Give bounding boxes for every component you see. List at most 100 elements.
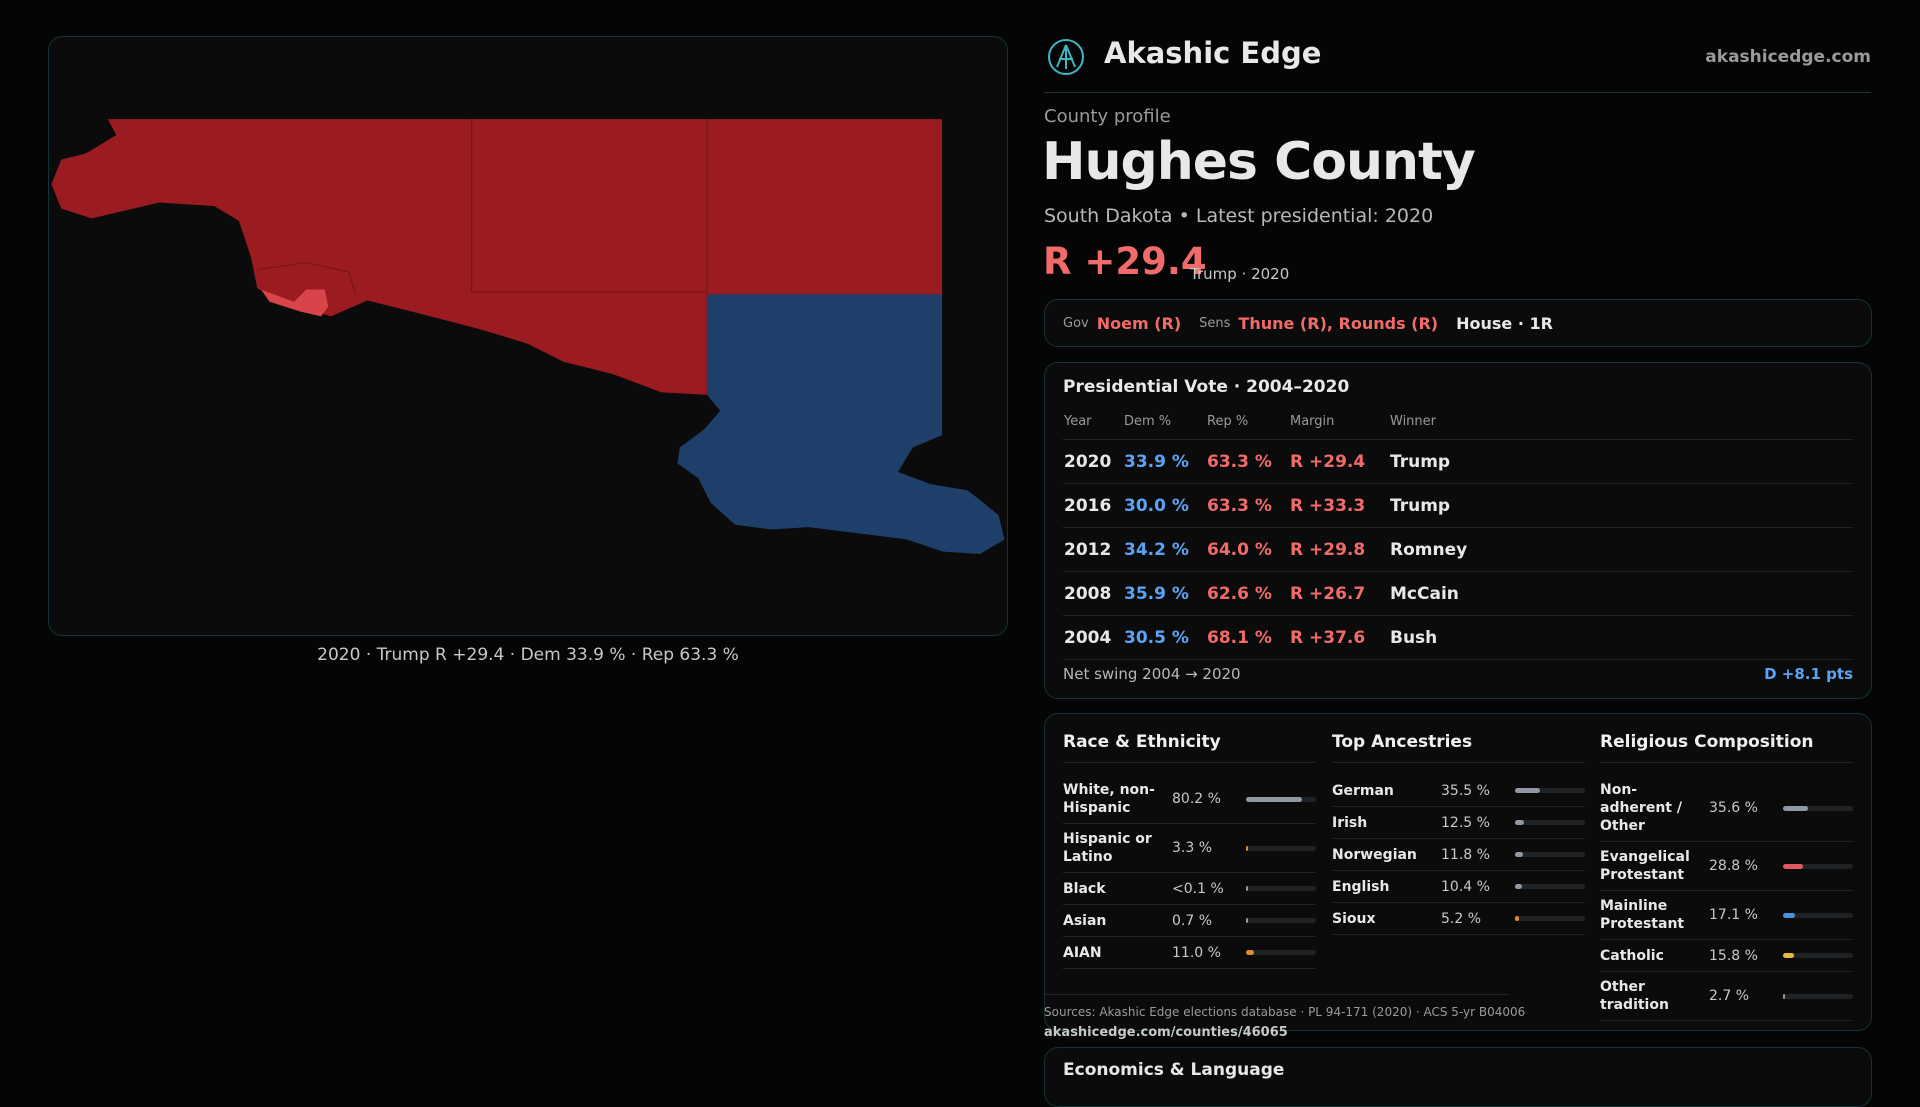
- bar: [1515, 820, 1524, 825]
- table-cell: 30.0 %: [1123, 483, 1206, 528]
- row-label: Sioux: [1332, 910, 1376, 927]
- table-cell: R +33.3: [1289, 483, 1389, 528]
- presidential-title: Presidential Vote · 2004–2020: [1063, 377, 1350, 397]
- bar-track: [1783, 953, 1853, 958]
- section-title: Race & Ethnicity: [1063, 732, 1316, 763]
- map-caption: 2020 · Trump R +29.4 · Dem 33.9 % · Rep …: [317, 645, 739, 665]
- bar-track: [1246, 886, 1316, 891]
- row-label: Norwegian: [1332, 846, 1417, 863]
- bar-track: [1246, 918, 1316, 923]
- table-cell: 2016: [1063, 483, 1123, 528]
- bar: [1246, 918, 1248, 923]
- table-cell: 68.1 %: [1206, 615, 1289, 660]
- table-cell: 63.3 %: [1206, 483, 1289, 528]
- table-row: 2016 30.0 % 63.3 % R +33.3 Trump: [1063, 483, 1853, 528]
- table-cell: 30.5 %: [1123, 615, 1206, 660]
- demographic-row: English 10.4 %: [1332, 871, 1585, 903]
- section-title: Top Ancestries: [1332, 732, 1585, 763]
- row-label: AIAN: [1063, 944, 1102, 961]
- religion-section: Religious Composition Non-adherent / Othe…: [1600, 732, 1853, 1021]
- table-header: Year Dem % Rep % Margin Winner: [1063, 403, 1853, 440]
- table-cell: 64.0 %: [1206, 527, 1289, 572]
- row-label: Catholic: [1600, 947, 1664, 964]
- demographic-row: Catholic 15.8 %: [1600, 940, 1853, 972]
- sources-link[interactable]: akashicedge.com/counties/46065: [1044, 1025, 1288, 1040]
- site-link[interactable]: akashicedge.com: [1705, 47, 1871, 67]
- row-label: Black: [1063, 880, 1106, 897]
- row-label: Hispanic or Latino: [1063, 831, 1152, 865]
- senators: Thune (R), Rounds (R): [1238, 313, 1439, 333]
- table-cell: 2012: [1063, 527, 1123, 572]
- column-header: Rep %: [1206, 403, 1289, 440]
- subtitle: South Dakota • Latest presidential: 2020: [1044, 205, 1434, 227]
- row-value: 11.8 %: [1441, 846, 1490, 863]
- row-value: 10.4 %: [1441, 878, 1490, 895]
- row-value: 11.0 %: [1172, 944, 1221, 961]
- row-value: 5.2 %: [1441, 910, 1482, 927]
- map-boundary: [257, 119, 708, 295]
- page: Hughes County {"header": {"brand": "Akas…: [48, 36, 1872, 1107]
- swing-label: Net swing 2004 → 2020: [1063, 665, 1241, 683]
- table-row: 2020 33.9 % 63.3 % R +29.4 Trump: [1063, 439, 1853, 484]
- bar: [1246, 886, 1248, 891]
- table-cell: 2008: [1063, 571, 1123, 616]
- headline-margin: R +29.4: [1043, 240, 1207, 283]
- row-value: 12.5 %: [1441, 814, 1490, 831]
- table-cell: R +29.8: [1289, 527, 1389, 572]
- table-row: 2004 30.5 % 68.1 % R +37.6 Bush: [1063, 615, 1853, 660]
- bar-track: [1246, 796, 1316, 802]
- bar-track: [1246, 950, 1316, 955]
- table-cell: McCain: [1389, 571, 1853, 616]
- bar: [1783, 912, 1795, 918]
- row-label: Irish: [1332, 814, 1368, 831]
- ancestry-section: Top Ancestries German 35.5 % Irish 12.5 % Nor…: [1332, 732, 1585, 935]
- row-value: 80.2 %: [1172, 791, 1221, 807]
- bar-track: [1783, 993, 1853, 999]
- demographic-row: Mainline Protestant 17.1 %: [1600, 891, 1853, 940]
- section-title: Religious Composition: [1600, 732, 1853, 763]
- demographic-row: Evangelical Protestant 28.8 %: [1600, 842, 1853, 891]
- column-header: Dem %: [1123, 403, 1206, 440]
- demographic-row: Norwegian 11.8 %: [1332, 839, 1585, 871]
- table-cell: R +37.6: [1289, 615, 1389, 660]
- presidential-table: Year Dem % Rep % Margin Winner 2020 33.9 % 63.3…: [1063, 403, 1853, 660]
- header-divider: [1044, 92, 1871, 93]
- demographics-panel: Race & Ethnicity White, non-Hispanic 80.2 …: [1044, 713, 1872, 1031]
- county-map: [51, 119, 1005, 555]
- table-row: 2008 35.9 % 62.6 % R +26.7 McCain: [1063, 571, 1853, 616]
- economics-title: Economics & Language: [1063, 1060, 1285, 1080]
- table-cell: Trump: [1389, 439, 1853, 484]
- bar: [1783, 993, 1785, 999]
- bar: [1783, 805, 1808, 811]
- table-cell: R +26.7: [1289, 571, 1389, 616]
- demographic-row: Non-adherent / Other 35.6 %: [1600, 775, 1853, 842]
- officials-panel: Gov Noem (R) Sens Thune (R), Rounds (R) …: [1044, 299, 1872, 347]
- demographic-row: AIAN 11.0 %: [1063, 937, 1316, 969]
- table-cell: 35.9 %: [1123, 571, 1206, 616]
- row-label: Other tradition: [1600, 979, 1669, 1013]
- bar: [1515, 916, 1519, 921]
- bar-track: [1783, 912, 1853, 918]
- row-value: 0.7 %: [1172, 912, 1213, 929]
- demographic-row: Sioux 5.2 %: [1332, 903, 1585, 935]
- brand-name: Akashic Edge: [1104, 36, 1322, 70]
- table-cell: Trump: [1389, 483, 1853, 528]
- row-value: 35.5 %: [1441, 782, 1490, 799]
- bar: [1515, 788, 1540, 793]
- row-value: <0.1 %: [1172, 880, 1224, 897]
- row-value: 3.3 %: [1172, 840, 1213, 856]
- row-label: White, non-Hispanic: [1063, 782, 1155, 816]
- table-cell: 2020: [1063, 439, 1123, 484]
- county-title: Hughes County: [1042, 132, 1476, 192]
- row-label: English: [1332, 878, 1390, 895]
- table-cell: 62.6 %: [1206, 571, 1289, 616]
- bar: [1515, 852, 1524, 857]
- sources: Sources: Akashic Edge elections database…: [1044, 1005, 1526, 1019]
- race-section: Race & Ethnicity White, non-Hispanic 80.2 …: [1063, 732, 1316, 969]
- table-cell: 34.2 %: [1123, 527, 1206, 572]
- demographic-row: German 35.5 %: [1332, 775, 1585, 807]
- row-label: Mainline Protestant: [1600, 898, 1685, 932]
- row-value: 28.8 %: [1709, 858, 1758, 874]
- map-city: [260, 289, 329, 317]
- bar-track: [1515, 852, 1585, 857]
